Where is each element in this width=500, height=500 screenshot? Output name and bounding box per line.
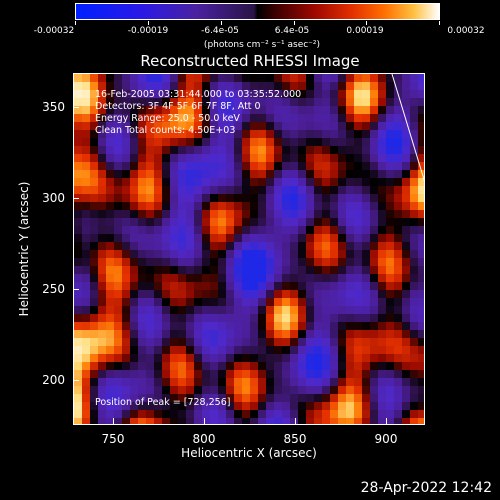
x-tick-label: 800 (192, 432, 216, 446)
y-tick (73, 289, 79, 290)
y-tick-label: 300 (42, 191, 65, 205)
x-tick (295, 418, 296, 424)
colorbar-tick-label: -0.00032 (33, 26, 75, 36)
info-energy-range: Energy Range: 25.0 - 50.0 keV (95, 113, 240, 124)
colorbar-tick-label: 0.00019 (346, 26, 384, 36)
colorbar-tick (148, 21, 149, 25)
colorbar (75, 3, 440, 20)
y-axis-label: Heliocentric Y (arcsec) (17, 181, 31, 317)
x-tick-label: 750 (101, 432, 125, 446)
y-tick-label: 200 (42, 373, 65, 387)
plot-date: 28-Apr-2022 12:42 (360, 480, 492, 496)
x-tick-label: 850 (283, 432, 307, 446)
rhessi-image: 16-Feb-2005 03:31:44.000 to 03:35:52.000… (73, 73, 425, 425)
x-tick (204, 418, 205, 424)
colorbar-unit: (photons cm⁻² s⁻¹ asec⁻²) (203, 40, 321, 50)
solar-limb-line (391, 74, 424, 182)
colorbar-tick (221, 21, 222, 25)
x-tick (113, 418, 114, 424)
colorbar-tick-label: -6.4e-05 (201, 26, 239, 36)
colorbar-tick-label: 6.4e-05 (274, 26, 310, 36)
x-axis-label: Heliocentric X (arcsec) (181, 446, 317, 460)
y-tick (73, 380, 79, 381)
info-counts: Clean Total counts: 4.50E+03 (95, 125, 236, 136)
colorbar-tick (366, 21, 367, 25)
heatmap-image (74, 74, 424, 424)
info-time-range: 16-Feb-2005 03:31:44.000 to 03:35:52.000 (95, 89, 302, 100)
peak-position: Position of Peak = [728,256] (95, 397, 231, 408)
plot-title: Reconstructed RHESSI Image (140, 52, 360, 70)
y-tick-label: 350 (42, 100, 65, 114)
x-tick (386, 418, 387, 424)
y-tick (73, 107, 79, 108)
y-tick-label: 250 (42, 282, 65, 296)
y-tick (73, 198, 79, 199)
colorbar-tick (75, 21, 76, 25)
x-tick-label: 900 (374, 432, 398, 446)
info-detectors: Detectors: 3F 4F 5F 6F 7F 8F, Att 0 (95, 101, 261, 112)
colorbar-tick-label: 0.00032 (447, 26, 485, 36)
colorbar-tick-label: -0.00019 (127, 26, 169, 36)
colorbar-tick (294, 21, 295, 25)
colorbar-tick (439, 21, 440, 25)
